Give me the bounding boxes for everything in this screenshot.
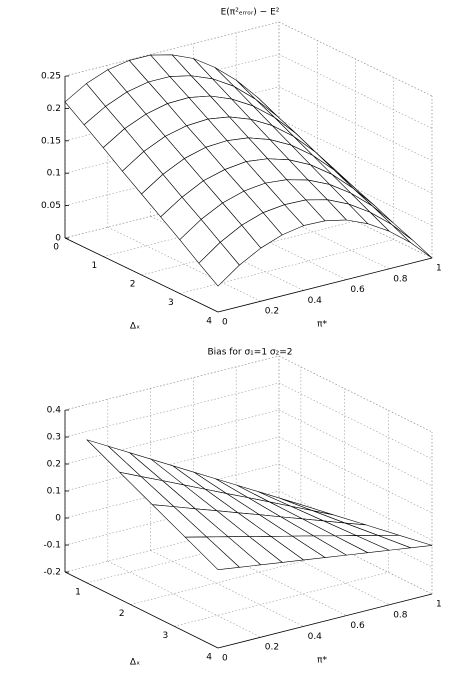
y-tick-label: 0.4 bbox=[308, 296, 323, 306]
z-tick-label: 0.15 bbox=[41, 136, 61, 146]
z-tick-label: 0 bbox=[55, 514, 61, 524]
x-tick-label: 2 bbox=[130, 280, 136, 290]
wall-edge bbox=[64, 355, 280, 411]
grid-line bbox=[107, 560, 261, 638]
axis-line bbox=[64, 237, 219, 313]
y-tick-label: 1 bbox=[436, 600, 442, 610]
grid-line bbox=[278, 409, 433, 487]
y-tick-label: 0 bbox=[222, 318, 228, 328]
z-tick-label: 0.2 bbox=[47, 460, 61, 470]
grid-line bbox=[64, 355, 280, 411]
wall-edge bbox=[278, 355, 433, 433]
x-axis-label: Δₓ bbox=[130, 322, 140, 332]
x-tick-label: 3 bbox=[163, 631, 169, 641]
x-tick-label: 4 bbox=[206, 653, 212, 663]
z-tick-label: 0.4 bbox=[47, 406, 62, 416]
axis-line bbox=[217, 257, 433, 313]
grid-line bbox=[278, 382, 433, 460]
z-tick-label: 0.3 bbox=[47, 433, 61, 443]
x-tick-label: 2 bbox=[119, 609, 125, 619]
grid-line bbox=[278, 436, 433, 514]
grid-line bbox=[150, 550, 304, 627]
axis-line bbox=[217, 593, 433, 649]
grid-line bbox=[278, 54, 433, 129]
grid-line bbox=[278, 118, 433, 194]
chart-title: Bias for σ₁=1 σ₂=2 bbox=[208, 348, 293, 358]
surface-cell bbox=[184, 536, 240, 571]
y-axis-label: π* bbox=[317, 320, 327, 330]
wall-edge bbox=[278, 21, 433, 97]
y-tick-label: 0.2 bbox=[265, 643, 279, 653]
x-tick-label: 1 bbox=[75, 587, 81, 597]
x-tick-label: 4 bbox=[206, 317, 212, 327]
z-tick-label: 0.2 bbox=[47, 104, 61, 114]
z-tick-label: -0.2 bbox=[43, 568, 61, 578]
grid-line bbox=[64, 382, 280, 438]
z-tick-label: 0.1 bbox=[47, 169, 61, 179]
y-tick-label: 0.4 bbox=[308, 632, 323, 642]
y-tick-label: 1 bbox=[436, 264, 442, 274]
y-tick-label: 0.6 bbox=[350, 285, 365, 295]
z-tick-label: 0.05 bbox=[41, 201, 61, 211]
y-tick-label: 0.8 bbox=[393, 610, 408, 620]
x-tick-label: 1 bbox=[92, 261, 98, 271]
z-tick-label: 0 bbox=[55, 234, 61, 244]
grid-line bbox=[278, 463, 433, 541]
x-tick-label: 3 bbox=[168, 298, 174, 308]
z-tick-label: -0.1 bbox=[43, 541, 61, 551]
x-axis-label: Δₓ bbox=[130, 658, 140, 668]
y-axis-label: π* bbox=[317, 656, 327, 666]
x-tick-label: 0 bbox=[53, 243, 59, 253]
grid-line bbox=[278, 86, 433, 162]
surface-cell bbox=[198, 241, 240, 287]
y-tick-label: 0 bbox=[222, 654, 228, 664]
grid-line bbox=[64, 409, 280, 465]
y-tick-label: 0.8 bbox=[393, 274, 408, 284]
surface-cell bbox=[391, 224, 433, 259]
chart-title: E(π²ₑᵣᵣₒᵣ) − E² bbox=[221, 8, 280, 18]
y-tick-label: 0.6 bbox=[350, 621, 365, 631]
grid-line bbox=[174, 571, 389, 627]
z-tick-label: 0.1 bbox=[47, 487, 61, 497]
y-tick-label: 0.2 bbox=[265, 307, 279, 317]
z-tick-label: 0.25 bbox=[41, 72, 61, 82]
axis-line bbox=[64, 571, 219, 649]
grid-line bbox=[107, 226, 261, 302]
